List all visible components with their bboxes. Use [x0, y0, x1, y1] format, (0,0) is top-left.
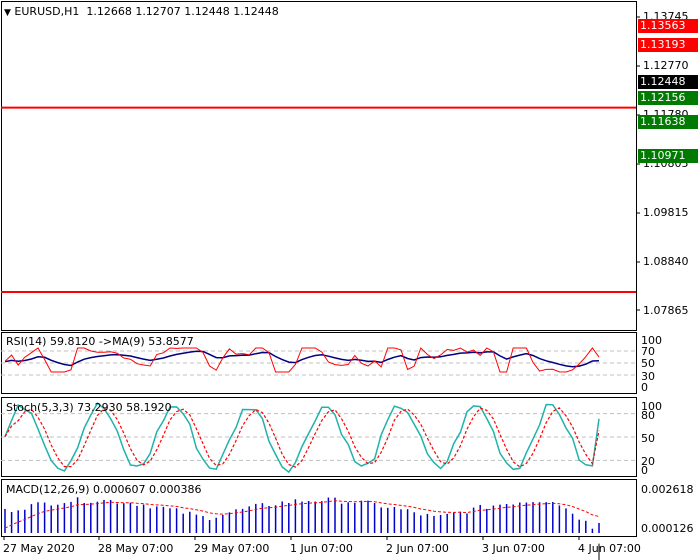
price-tick: 1.12770: [643, 59, 689, 72]
rsi-tick: 100: [641, 334, 662, 347]
macd-tick: 0.000126: [641, 522, 694, 535]
time-label: 29 May 07:00: [194, 542, 270, 555]
current-price-tag: 1.12448: [638, 75, 698, 89]
dropdown-triangle-icon[interactable]: ▼: [4, 8, 11, 18]
stoch-tick: 100: [641, 400, 662, 413]
symbol-ohlc: EURUSD,H1 1.12668 1.12707 1.12448 1.1244…: [14, 5, 279, 18]
rsi-tick: 30: [641, 370, 655, 383]
stoch-tick: 80: [641, 409, 655, 422]
rsi-tick: 50: [641, 357, 655, 370]
rsi-tick: 70: [641, 345, 655, 358]
price-tick: 1.09815: [643, 206, 689, 219]
support-price-tag: 1.10971: [638, 149, 698, 163]
chart-title: ▼ EURUSD,H1 1.12668 1.12707 1.12448 1.12…: [4, 5, 279, 18]
macd-tick: 0.002618: [641, 483, 694, 496]
price-tick: 1.08840: [643, 255, 689, 268]
time-label: 27 May 2020: [3, 542, 75, 555]
stoch-tick: 0: [641, 464, 648, 477]
stoch-tick: 50: [641, 432, 655, 445]
time-label: 3 Jun 07:00: [482, 542, 545, 555]
time-label: 1 Jun 07:00: [290, 542, 353, 555]
time-label: 28 May 07:00: [98, 542, 174, 555]
price-tick: 1.07865: [643, 304, 689, 317]
support-price-tag: 1.12156: [638, 91, 698, 105]
resistance-price-tag: 1.13193: [638, 38, 698, 52]
rsi-tick: 0: [641, 381, 648, 394]
support-price-tag: 1.11638: [638, 115, 698, 129]
resistance-price-tag: 1.13563: [638, 19, 698, 33]
time-label: 4 Jun 07:00: [578, 542, 641, 555]
stoch-label: Stoch(5,3,3) 73.2930 58.1920: [6, 401, 172, 414]
stoch-tick: 20: [641, 455, 655, 468]
rsi-label: RSI(14) 59.8120 ->MA(9) 53.8577: [6, 335, 194, 348]
macd-label: MACD(12,26,9) 0.000607 0.000386: [6, 483, 202, 496]
time-label: 2 Jun 07:00: [386, 542, 449, 555]
